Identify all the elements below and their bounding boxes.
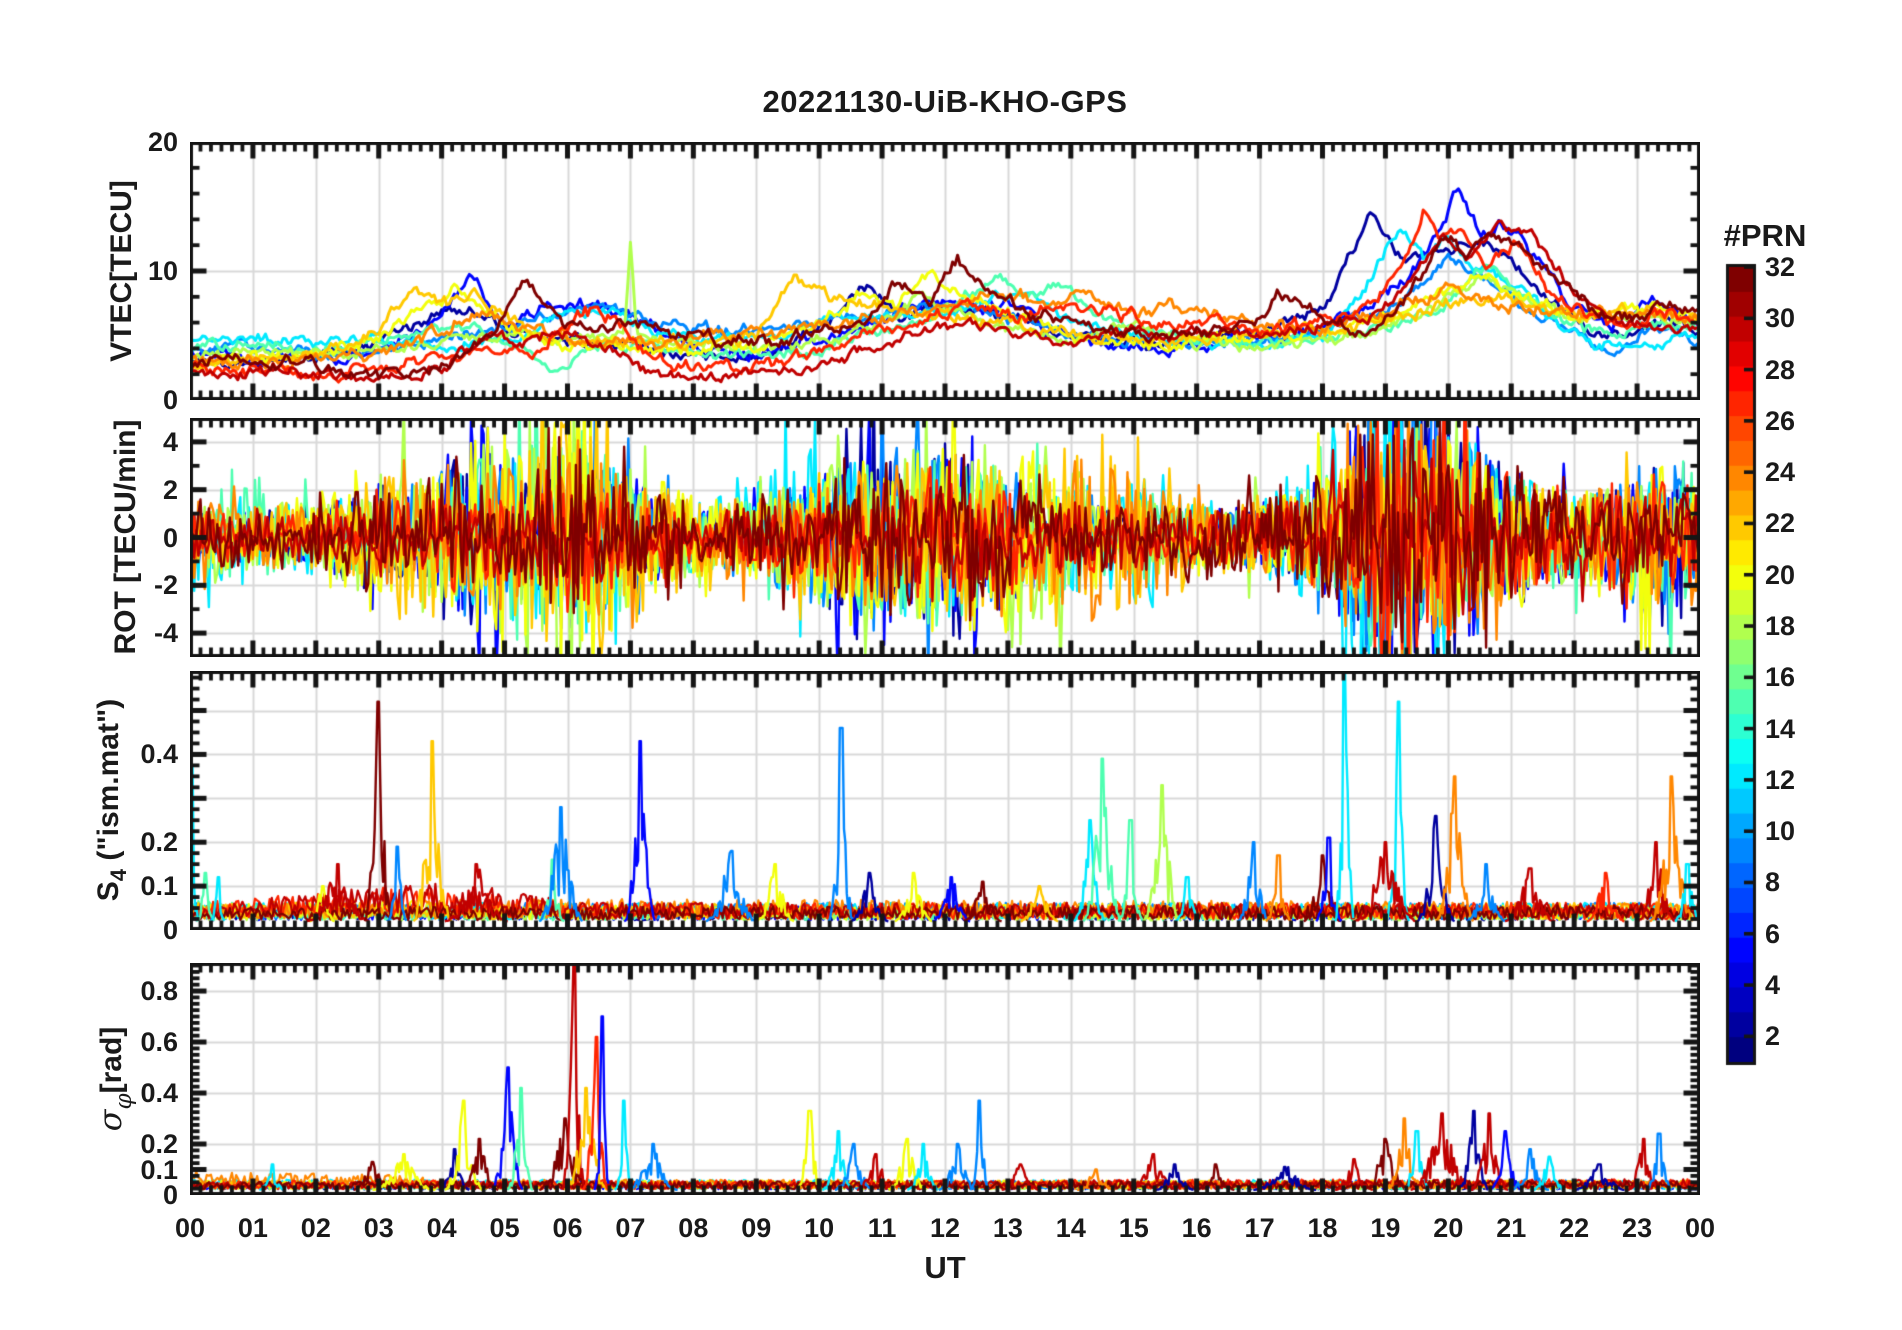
x-tick-label: 16 — [1181, 1213, 1212, 1243]
x-tick-label: 22 — [1559, 1213, 1590, 1243]
colorbar-tick-label: 10 — [1765, 816, 1796, 847]
chart-title: 20221130-UiB-KHO-GPS — [762, 84, 1128, 119]
colorbar-tick-label: 22 — [1765, 508, 1796, 539]
colorbar-tick-label: 28 — [1765, 354, 1796, 385]
x-tick-label: 03 — [363, 1213, 394, 1243]
y-tick-label-sigma_phi: 0.2 — [140, 1129, 178, 1159]
y-tick-label-rot: 2 — [162, 474, 178, 505]
x-tick-label: 19 — [1370, 1213, 1401, 1243]
x-tick-label: 18 — [1307, 1213, 1338, 1243]
x-tick-label: 02 — [300, 1213, 331, 1243]
y-tick-label-sigma_phi: 0.6 — [140, 1027, 178, 1058]
colorbar-tick-label: 30 — [1765, 303, 1796, 334]
x-tick-label: 10 — [804, 1213, 835, 1243]
y-tick-label-vtec: 20 — [147, 127, 178, 157]
sigma-phi-panel-canvas — [190, 963, 1700, 1195]
y-tick-label-vtec: 0 — [162, 385, 178, 415]
y-tick-label-rot: 4 — [162, 426, 178, 457]
colorbar-tick-label: 26 — [1765, 405, 1796, 436]
x-tick-label: 05 — [489, 1213, 520, 1243]
x-tick-label: 23 — [1622, 1213, 1653, 1243]
s4-panel-canvas — [190, 671, 1700, 930]
rot-panel-canvas — [190, 418, 1700, 657]
y-tick-label-rot: -2 — [153, 570, 178, 601]
y-tick-label-sigma_phi: 0 — [162, 1180, 178, 1210]
y-tick-label-s4: 0.4 — [140, 739, 178, 770]
y-tick-label-s4: 0.1 — [140, 871, 178, 902]
y-tick-label-s4: 0.2 — [140, 827, 178, 858]
x-tick-label: 15 — [1118, 1213, 1149, 1243]
x-tick-label: 01 — [237, 1213, 268, 1243]
y-tick-label-rot: 0 — [162, 522, 178, 553]
y-tick-label-sigma_phi: 0.8 — [140, 976, 178, 1007]
y-tick-label-sigma_phi: 0.1 — [140, 1154, 178, 1185]
colorbar-title: #PRN — [1723, 218, 1807, 253]
prn-colorbar — [1725, 263, 1757, 1066]
x-tick-label: 08 — [678, 1213, 709, 1243]
colorbar-tick-label: 6 — [1765, 918, 1781, 949]
y-tick-label-rot: -4 — [153, 618, 178, 649]
colorbar-tick-label: 18 — [1765, 611, 1796, 642]
colorbar-tick-label: 8 — [1765, 867, 1781, 898]
colorbar-tick-label: 4 — [1765, 970, 1781, 1001]
x-tick-label: 14 — [1055, 1213, 1086, 1243]
x-tick-label: 04 — [426, 1213, 457, 1243]
x-tick-label: 00 — [174, 1213, 206, 1243]
x-tick-label: 06 — [552, 1213, 583, 1243]
colorbar-tick-label: 14 — [1765, 713, 1796, 744]
colorbar-tick-label: 2 — [1765, 1021, 1781, 1052]
x-tick-label: 09 — [741, 1213, 772, 1243]
colorbar-tick-label: 32 — [1765, 252, 1796, 282]
y-tick-label-sigma_phi: 0.4 — [140, 1078, 178, 1109]
x-tick-label: 11 — [867, 1213, 897, 1243]
x-tick-label: 13 — [992, 1213, 1023, 1243]
x-tick-label: 12 — [929, 1213, 961, 1243]
x-tick-label: 00 — [1684, 1213, 1716, 1243]
vtec-panel-canvas — [190, 142, 1700, 400]
x-tick-label: 07 — [615, 1213, 646, 1243]
colorbar-tick-label: 24 — [1765, 457, 1796, 488]
x-tick-label: 17 — [1244, 1213, 1275, 1243]
x-axis-label: UT — [924, 1250, 966, 1285]
y-tick-label-vtec: 10 — [147, 256, 178, 286]
colorbar-tick-label: 16 — [1765, 662, 1796, 693]
y-tick-label-s4: 0 — [162, 915, 178, 945]
colorbar-tick-label: 20 — [1765, 559, 1796, 590]
colorbar-tick-label: 12 — [1765, 764, 1796, 795]
x-tick-label: 21 — [1496, 1213, 1527, 1243]
x-tick-label: 20 — [1433, 1213, 1464, 1243]
